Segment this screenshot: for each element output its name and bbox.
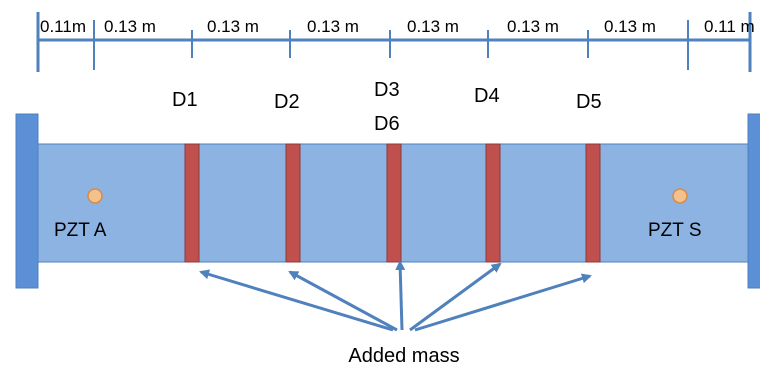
dimension-label: 0.13 m	[307, 17, 359, 36]
position-label-d1: D1	[172, 89, 198, 111]
dimension-label: 0.13 m	[407, 17, 459, 36]
position-label-d5: D5	[576, 91, 602, 113]
added-mass-d4	[485, 143, 501, 263]
position-label-d2: D2	[274, 91, 300, 113]
added-mass-d2	[285, 143, 301, 263]
added-mass-d3	[386, 143, 402, 263]
arrow-d3	[395, 260, 406, 331]
dimension-label: 0.13 m	[207, 17, 259, 36]
pzt-actuator-icon	[87, 188, 103, 204]
position-label-d4: D4	[474, 85, 500, 107]
end-plate-right	[747, 113, 760, 289]
arrow-d4	[409, 262, 502, 332]
position-label-d3: D3	[374, 79, 400, 101]
pzt-sensor-label: PZT S	[648, 220, 702, 241]
end-plate-left	[15, 113, 39, 289]
dimension-label: 0.13 m	[104, 17, 156, 36]
arrow-d5	[414, 273, 592, 332]
added-mass-caption: Added mass	[348, 345, 459, 367]
arrow-d1	[199, 269, 394, 332]
added-mass-arrows	[199, 260, 592, 332]
arrow-d2	[288, 270, 398, 332]
dimension-label: 0.13 m	[507, 17, 559, 36]
dimension-line	[36, 12, 752, 72]
pzt-actuator-label: PZT A	[54, 220, 107, 241]
added-mass-d5	[585, 143, 601, 263]
position-label-d6: D6	[374, 113, 400, 135]
dimension-label: 0.11m	[40, 17, 86, 36]
dimension-label: 0.11 m	[704, 17, 755, 36]
added-mass-d1	[184, 143, 200, 263]
dimension-label: 0.13 m	[604, 17, 656, 36]
pzt-sensor-icon	[672, 188, 688, 204]
